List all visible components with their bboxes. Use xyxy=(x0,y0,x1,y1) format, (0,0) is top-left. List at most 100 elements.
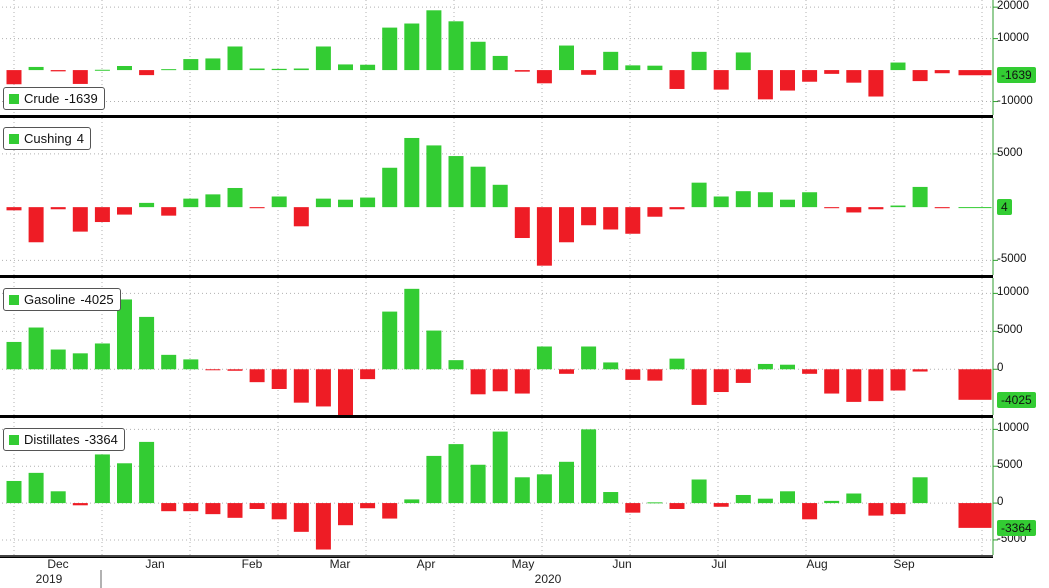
bar xyxy=(536,70,552,84)
bar xyxy=(382,167,398,208)
bar xyxy=(271,196,287,208)
bar xyxy=(227,503,243,518)
bar xyxy=(536,474,552,504)
bar xyxy=(868,207,884,210)
bar xyxy=(757,192,773,208)
bar xyxy=(492,55,508,71)
y-tick-label: 5000 xyxy=(997,146,1023,159)
bar xyxy=(780,199,795,208)
bar xyxy=(50,349,66,370)
bar xyxy=(404,137,420,208)
bar xyxy=(757,498,773,504)
bar xyxy=(713,70,729,90)
x-tick-label: Aug xyxy=(806,557,828,571)
bar xyxy=(448,360,464,370)
bar xyxy=(824,500,840,504)
bar xyxy=(757,363,773,370)
bar xyxy=(669,70,685,89)
bar xyxy=(735,369,751,383)
bar xyxy=(625,207,641,234)
bar xyxy=(382,27,398,71)
bar xyxy=(6,341,22,370)
y-tick-label: -5000 xyxy=(997,253,1027,266)
bar xyxy=(669,503,685,509)
x-tick-label: Sep xyxy=(893,557,915,571)
bar xyxy=(559,45,574,71)
bar xyxy=(448,156,464,208)
bar xyxy=(669,358,685,370)
bar xyxy=(293,369,309,403)
bar xyxy=(846,493,862,504)
y-tick-label: 5000 xyxy=(997,459,1023,472)
bar xyxy=(183,59,199,71)
y-tick-label: 0 xyxy=(997,362,1004,375)
bar xyxy=(94,343,110,370)
bar xyxy=(227,187,243,208)
bar xyxy=(404,499,420,504)
bar xyxy=(958,207,992,209)
bar xyxy=(338,369,353,416)
x-tick-label: May xyxy=(511,557,535,571)
bar xyxy=(139,202,155,208)
legend-value: -4025 xyxy=(80,292,114,307)
bar xyxy=(404,288,420,370)
bar xyxy=(934,207,950,209)
bar xyxy=(249,369,265,383)
bar xyxy=(293,503,309,532)
bar xyxy=(205,194,221,208)
bar xyxy=(161,354,177,370)
bar xyxy=(912,186,928,208)
legend-label: Crude xyxy=(24,91,60,106)
bar xyxy=(227,369,243,371)
panel-cushing xyxy=(2,118,998,275)
bar xyxy=(912,477,928,504)
bar xyxy=(802,192,818,208)
bar xyxy=(6,207,22,211)
bar xyxy=(470,464,486,504)
bar xyxy=(139,441,155,504)
legend-label: Distillates xyxy=(24,432,80,447)
bar xyxy=(315,46,331,71)
bar xyxy=(603,207,619,230)
last-value-label: -4025 xyxy=(997,391,1036,408)
bar xyxy=(802,70,818,82)
bar xyxy=(161,207,177,216)
bar xyxy=(958,503,992,528)
bar xyxy=(117,65,132,71)
bar xyxy=(581,346,597,370)
y-tick-label: 5000 xyxy=(997,324,1023,337)
bar xyxy=(426,10,442,71)
bar xyxy=(183,359,199,370)
bar xyxy=(824,70,840,74)
bar xyxy=(271,503,287,520)
y-tick-label: 20000 xyxy=(997,0,1029,13)
bar xyxy=(72,207,88,232)
y-tick-label: 10000 xyxy=(997,286,1029,299)
bar xyxy=(72,503,88,506)
legend-distillates: Distillates -3364 xyxy=(3,428,125,451)
bar xyxy=(559,461,574,504)
bar xyxy=(448,444,464,504)
bar xyxy=(713,196,729,208)
panel-crude xyxy=(2,0,998,115)
bar xyxy=(735,494,751,504)
bar xyxy=(249,68,265,71)
bar xyxy=(824,207,840,209)
legend-value: -1639 xyxy=(64,91,98,106)
bar xyxy=(735,52,751,71)
x-year-label: 2020 xyxy=(534,572,562,586)
bar xyxy=(28,472,44,504)
bar xyxy=(492,431,508,504)
bar xyxy=(492,184,508,208)
bar xyxy=(514,477,530,504)
last-value-label: -1639 xyxy=(997,67,1036,84)
bar xyxy=(404,23,420,71)
bar xyxy=(94,207,110,223)
bar xyxy=(338,64,353,71)
bar xyxy=(780,70,795,91)
bar xyxy=(426,455,442,504)
bar xyxy=(890,503,906,515)
bar xyxy=(603,51,619,71)
bar xyxy=(603,362,619,370)
bar xyxy=(227,46,243,71)
